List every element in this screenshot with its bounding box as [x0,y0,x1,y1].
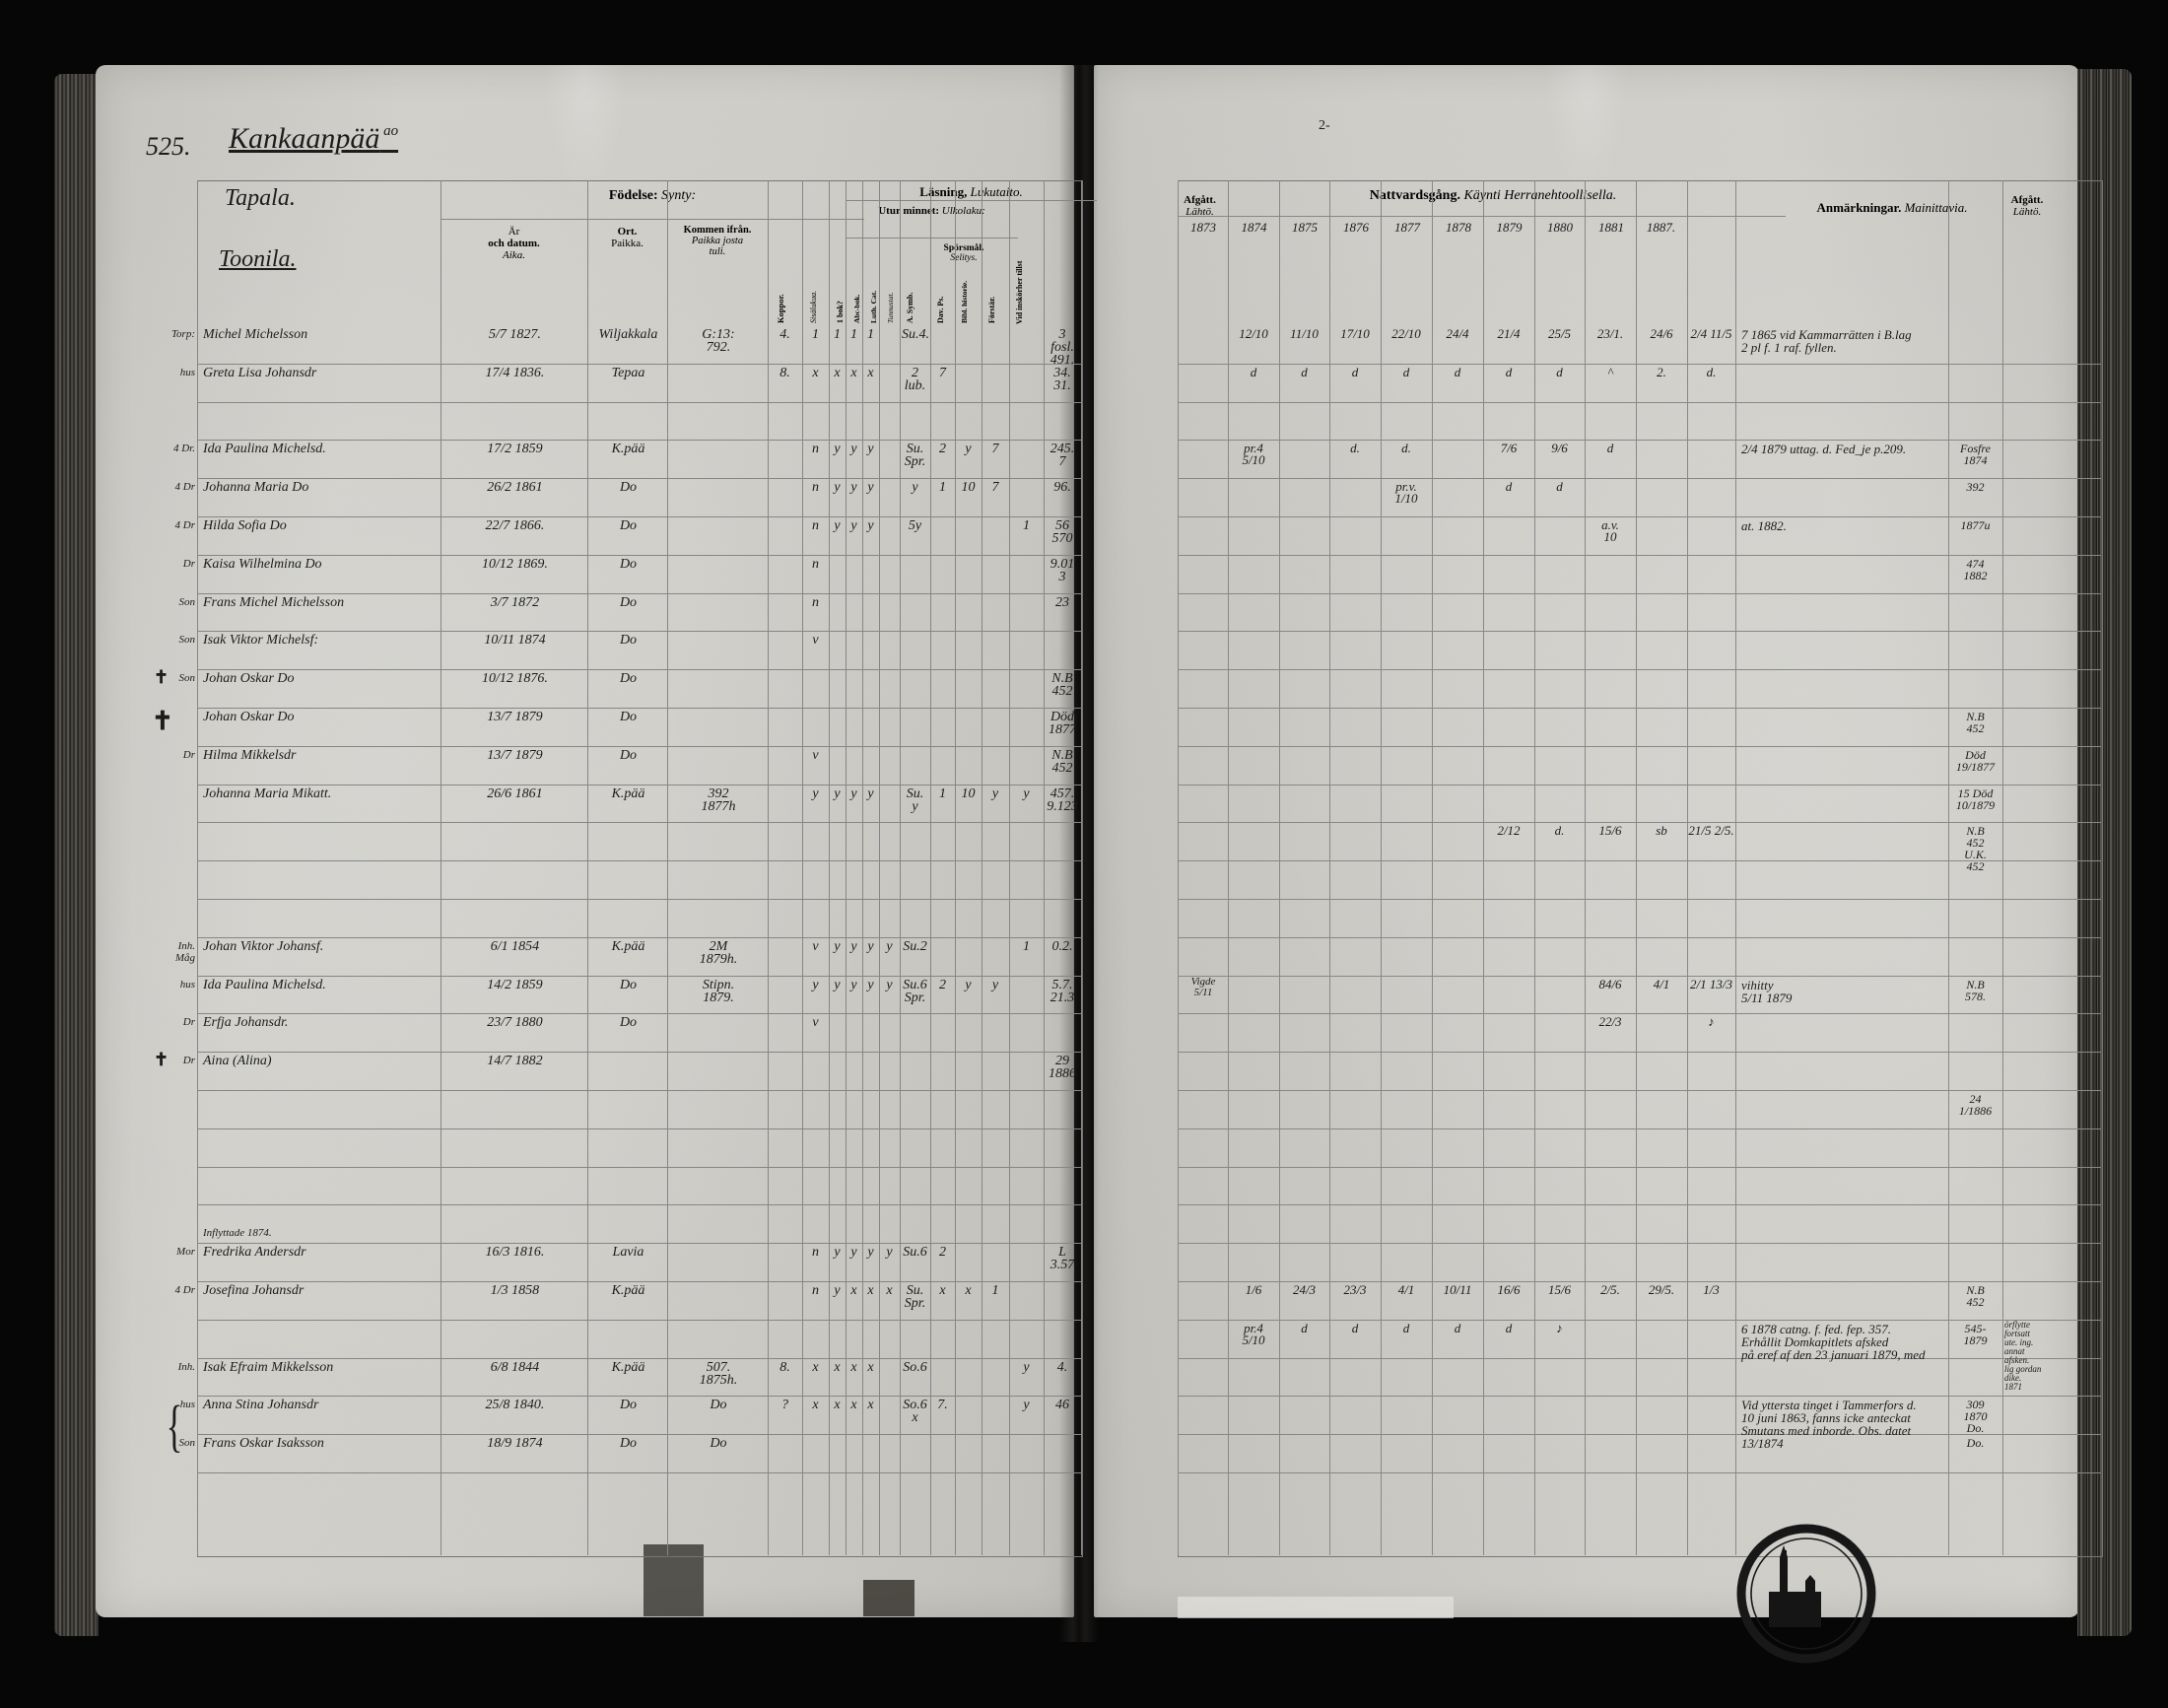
svg-text:PORIN TUOMIOKAPITULI: PORIN TUOMIOKAPITULI [1756,1524,1856,1551]
